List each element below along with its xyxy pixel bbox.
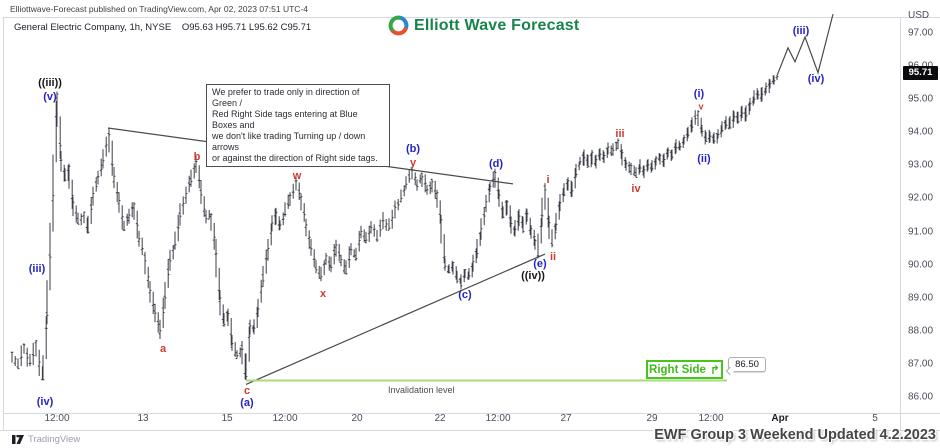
wave-label-a[interactable]: a (160, 343, 167, 355)
wave-label-c[interactable]: c (244, 385, 250, 397)
wave-label-d[interactable]: (d) (489, 158, 503, 170)
note-line: or against the direction of Right side t… (212, 153, 378, 163)
price-tick: 95.00 (908, 93, 934, 105)
time-tick: Apr (771, 413, 789, 424)
price-tick: 97.00 (908, 27, 934, 39)
ohlc-values: O95.63 H95.71 L95.62 C95.71 (181, 22, 312, 33)
wave-label-y[interactable]: y (410, 157, 417, 169)
price-tick: 86.00 (908, 391, 934, 403)
ewf-brand: Elliott Wave Forecast (388, 15, 579, 36)
wave-label-iv[interactable]: (iv) (37, 396, 54, 408)
note-line: We prefer to trade only in direction of … (212, 87, 360, 108)
time-tick: 22 (434, 413, 446, 424)
price-axis-border (900, 17, 901, 431)
wave-label-iii[interactable]: iii (615, 128, 624, 140)
wave-label-i[interactable]: (i) (694, 88, 705, 100)
invalidation-price-bubble[interactable]: 86.50 (725, 357, 766, 376)
price-tick: 93.00 (908, 159, 934, 171)
symbol-info-bar[interactable]: General Electric Company, 1h, NYSE O95.6… (14, 22, 311, 33)
time-tick: 20 (351, 413, 363, 424)
time-tick: 27 (560, 413, 572, 424)
left-border (3, 17, 4, 431)
time-axis-border (3, 413, 940, 414)
price-tick: 90.00 (908, 259, 934, 271)
wave-label-ii[interactable]: (ii) (697, 153, 711, 165)
wave-label-ii[interactable]: ii (550, 251, 556, 263)
note-line: we don't like trading Turning up / down … (212, 131, 366, 152)
tradingview-attribution[interactable]: TradingView (12, 434, 80, 445)
wave-label-b[interactable]: (b) (406, 143, 420, 155)
wave-label-iii[interactable]: (iii) (29, 263, 46, 275)
time-tick: 12:00 (485, 413, 511, 424)
wave-label-v[interactable]: (v) (43, 91, 57, 103)
time-tick: 29 (646, 413, 658, 424)
price-axis-currency: USD (908, 10, 930, 21)
ewf-brand-text: Elliott Wave Forecast (414, 16, 580, 34)
time-tick: 12:00 (44, 413, 70, 424)
wave-label-i[interactable]: i (546, 174, 549, 186)
price-tick: 92.00 (908, 192, 934, 204)
wave-label-e[interactable]: (e) (533, 258, 547, 270)
wave-label-x[interactable]: x (320, 288, 327, 300)
time-tick: 13 (137, 413, 149, 424)
time-tick: 5 (872, 413, 878, 424)
wave-label-iii[interactable]: (iii) (793, 25, 810, 37)
turn-up-arrow-icon: ↱ (709, 362, 720, 377)
analyst-note-box[interactable]: We prefer to trade only in direction of … (206, 84, 390, 167)
invalidation-level-label: Invalidation level (388, 385, 455, 395)
invalidation-price: 86.50 (735, 359, 759, 370)
wave-label-b[interactable]: b (194, 151, 201, 163)
price-tick: 87.00 (908, 358, 934, 370)
ewf-logo-icon (388, 15, 409, 36)
wave-label-c[interactable]: (c) (458, 289, 472, 301)
right-side-tag[interactable]: Right Side ↱ (646, 360, 723, 379)
wave-label-v[interactable]: v (698, 101, 703, 111)
last-price-badge: 95.71 (903, 66, 938, 80)
wave-label-iv[interactable]: (iv) (808, 73, 825, 85)
note-line: Red Right Side tags entering at Blue Box… (212, 109, 358, 130)
price-tick: 89.00 (908, 292, 934, 304)
tradingview-label: TradingView (28, 434, 81, 445)
projected-wave-path[interactable] (776, 13, 834, 76)
bottom-border (0, 430, 940, 431)
price-tick: 88.00 (908, 325, 934, 337)
publish-attribution: Elliottwave-Forecast published on Tradin… (10, 4, 308, 14)
wave-label-w[interactable]: w (292, 170, 302, 182)
wave-label-iv[interactable]: iv (631, 183, 641, 195)
wave-label-iii[interactable]: ((iii)) (38, 77, 62, 89)
time-tick: 12:00 (272, 413, 298, 424)
wave-label-iv[interactable]: ((iv)) (521, 270, 545, 282)
candlestick-series[interactable] (10, 75, 779, 381)
price-tick: 91.00 (908, 226, 934, 238)
top-border (3, 17, 940, 18)
symbol-name[interactable]: General Electric Company, 1h, NYSE (14, 22, 172, 33)
right-side-label: Right Side (649, 363, 706, 376)
group-watermark: EWF Group 3 Weekend Updated 4.2.2023 (654, 427, 936, 443)
ascending-trendline[interactable] (245, 253, 546, 385)
price-tick: 94.00 (908, 126, 934, 138)
time-tick: 12:00 (698, 413, 724, 424)
wave-label-a[interactable]: (a) (240, 397, 254, 409)
time-tick: 15 (221, 413, 233, 424)
tradingview-logo-icon (12, 435, 24, 444)
